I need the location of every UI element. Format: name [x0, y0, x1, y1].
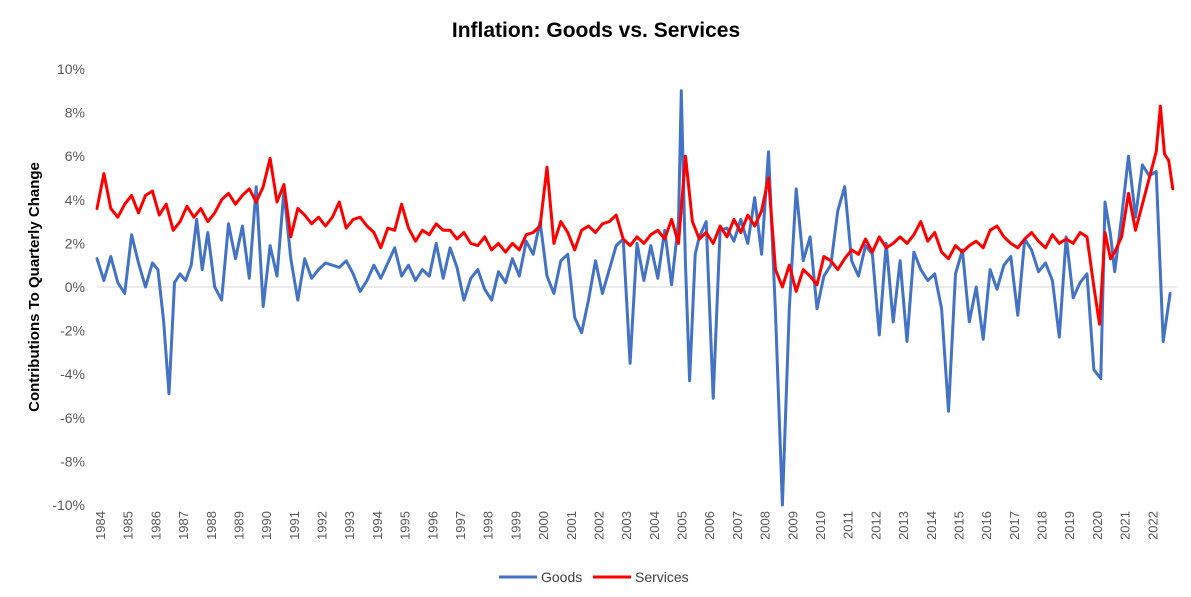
y-tick-label: 0% [65, 279, 85, 295]
y-tick-label: 4% [65, 192, 85, 208]
y-tick-label: -2% [60, 323, 85, 339]
x-tick-label: 2012 [868, 511, 883, 540]
x-tick-label: 1987 [176, 511, 191, 540]
x-tick-label: 2002 [591, 511, 606, 540]
x-tick-label: 1995 [398, 511, 413, 540]
x-tick-label: 2017 [1007, 511, 1022, 540]
x-tick-label: 2022 [1145, 511, 1160, 540]
x-tick-label: 1992 [315, 511, 330, 540]
x-tick-label: 1989 [231, 511, 246, 540]
legend-label-services: Services [635, 569, 689, 585]
x-tick-label: 1985 [121, 511, 136, 540]
x-tick-label: 2009 [785, 511, 800, 540]
x-tick-label: 1993 [342, 511, 357, 540]
x-tick-label: 1996 [425, 511, 440, 540]
x-tick-label: 2000 [536, 511, 551, 540]
x-tick-label: 2006 [702, 511, 717, 540]
x-tick-label: 1991 [287, 511, 302, 540]
y-tick-label: -10% [52, 497, 85, 513]
legend: Goods Services [499, 569, 689, 585]
x-tick-label: 2001 [564, 511, 579, 540]
x-tick-label: 1998 [481, 511, 496, 540]
x-tick-label: 2007 [730, 511, 745, 540]
x-tick-label: 1997 [453, 511, 468, 540]
x-tick-label: 2021 [1118, 511, 1133, 540]
x-tick-label: 1986 [148, 511, 163, 540]
y-tick-label: 8% [65, 105, 85, 121]
x-axis: 1984 1985 1986 1987 1988 1989 1990 1991 1992 1993… [93, 511, 1160, 540]
x-tick-label: 2019 [1062, 511, 1077, 540]
legend-label-goods: Goods [541, 569, 582, 585]
y-axis-label: Contributions To Quarterly Change [26, 162, 43, 412]
x-tick-label: 2016 [979, 511, 994, 540]
y-tick-label: -4% [60, 366, 85, 382]
y-tick-label: -6% [60, 410, 85, 426]
x-tick-label: 2003 [619, 511, 634, 540]
x-tick-label: 2004 [647, 511, 662, 540]
x-tick-label: 1999 [508, 511, 523, 540]
x-tick-label: 2018 [1035, 511, 1050, 540]
x-tick-label: 1984 [93, 511, 108, 540]
x-tick-label: 2005 [675, 511, 690, 540]
x-tick-label: 2015 [951, 511, 966, 540]
y-axis: 10% 8% 6% 4% 2% 0% -2% -4% -6% -8% -10% [52, 61, 85, 513]
x-tick-label: 2008 [758, 511, 773, 540]
x-tick-label: 2014 [924, 511, 939, 540]
y-tick-label: -8% [60, 453, 85, 469]
x-tick-label: 1994 [370, 511, 385, 540]
y-tick-label: 2% [65, 235, 85, 251]
y-tick-label: 6% [65, 148, 85, 164]
x-tick-label: 1990 [259, 511, 274, 540]
x-tick-label: 2020 [1090, 511, 1105, 540]
y-tick-label: 10% [57, 61, 85, 77]
chart-title: Inflation: Goods vs. Services [452, 19, 740, 42]
x-tick-label: 2013 [896, 511, 911, 540]
x-tick-label: 2011 [841, 511, 856, 539]
x-tick-label: 1988 [204, 511, 219, 540]
series-line-services [95, 104, 1175, 326]
series-line-goods [95, 89, 1172, 507]
x-tick-label: 2010 [813, 511, 828, 540]
series-layer [95, 89, 1175, 507]
